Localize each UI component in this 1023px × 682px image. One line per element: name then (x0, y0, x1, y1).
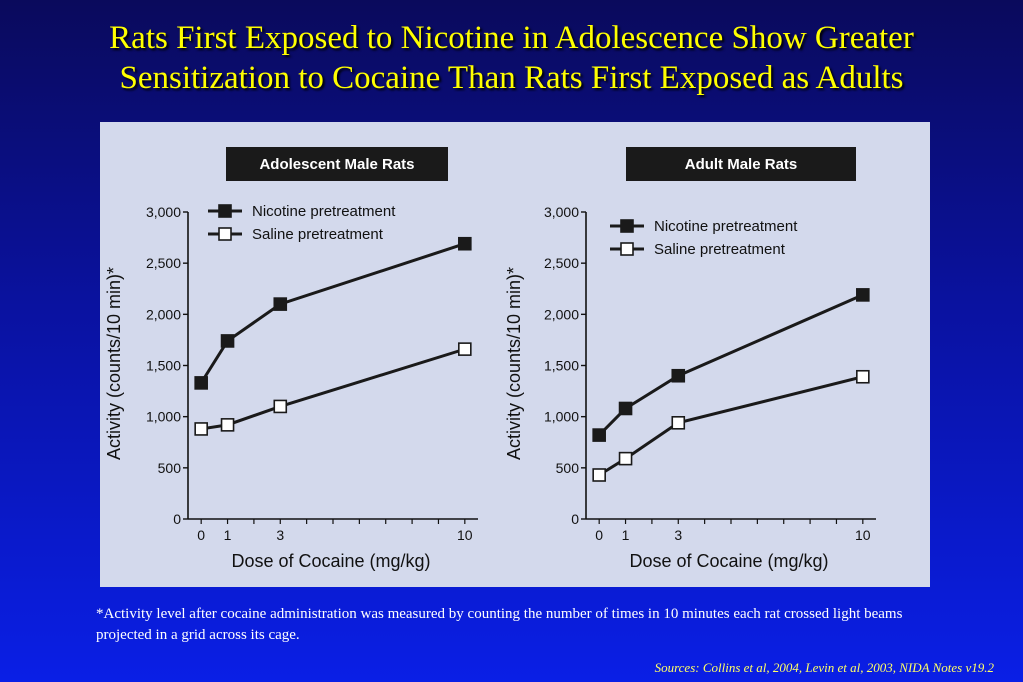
y-tick-label: 2,000 (544, 306, 579, 322)
chart-title: Adolescent Male Rats (259, 156, 414, 173)
data-point-saline (671, 416, 686, 430)
chart-title: Adult Male Rats (685, 156, 798, 173)
data-point-saline (618, 451, 633, 466)
slide-title: Rats First Exposed to Nicotine in Adoles… (0, 18, 1023, 98)
sources-citation: Sources: Collins et al, 2004, Levin et a… (654, 660, 994, 675)
charts-svg: Adolescent Male Rats 0 500 1,000 1,500 2,000 2… (104, 147, 876, 571)
legend-marker (218, 227, 232, 241)
y-tick-label: 3,000 (544, 204, 579, 220)
data-point-saline (458, 342, 472, 356)
data-point-nicotine (856, 288, 870, 302)
legend-label: Saline pretreatment (654, 241, 786, 258)
data-point-saline (592, 468, 606, 482)
chart-panel: Adolescent Male Rats 0 500 1,000 1,500 2,000 2… (100, 122, 930, 587)
y-tick-label: 3,000 (146, 204, 181, 220)
y-tick-label: 1,500 (544, 358, 579, 374)
y-tick-label: 2,500 (146, 255, 181, 271)
y-tick-label: 500 (158, 460, 182, 476)
legend-label: Saline pretreatment (252, 226, 384, 243)
data-point-saline (220, 418, 235, 432)
data-point-nicotine (618, 401, 633, 416)
legend-marker (620, 219, 634, 233)
slide-title-line-1: Rats First Exposed to Nicotine in Adoles… (109, 20, 914, 56)
y-tick-label: 0 (173, 511, 181, 527)
footnote: *Activity level after cocaine administra… (96, 606, 903, 643)
series-line-nicotine (598, 293, 864, 437)
legend-label: Nicotine pretreatment (252, 203, 396, 220)
y-tick-label: 2,500 (544, 255, 579, 271)
series-line-saline (200, 347, 466, 431)
series-line-nicotine (199, 242, 466, 384)
data-point-nicotine (273, 297, 288, 311)
legend-marker (218, 204, 232, 218)
legend-marker (620, 242, 634, 256)
data-point-nicotine (671, 368, 686, 383)
legend-label: Nicotine pretreatment (654, 218, 798, 235)
x-tick-label: 10 (855, 527, 871, 543)
x-tick-label: 0 (197, 527, 205, 543)
x-tick-label: 10 (457, 527, 473, 543)
data-point-saline (273, 399, 288, 414)
data-point-nicotine (458, 236, 472, 251)
data-point-nicotine (194, 376, 208, 390)
data-point-nicotine (592, 428, 606, 442)
y-tick-label: 1,000 (146, 409, 181, 425)
y-axis-label: Activity (counts/10 min)* (104, 267, 124, 460)
x-tick-label: 1 (622, 527, 630, 543)
chart-adult: Adult Male Rats 0 500 1,000 1,500 2,000 2,500 3… (504, 147, 876, 571)
x-tick-label: 1 (224, 527, 232, 543)
y-tick-label: 1,000 (544, 409, 579, 425)
y-axis-label: Activity (counts/10 min)* (504, 267, 524, 460)
chart-adolescent: Adolescent Male Rats 0 500 1,000 1,500 2,000 2… (104, 147, 478, 571)
chart-title-box (226, 147, 448, 181)
x-axis-label: Dose of Cocaine (mg/kg) (231, 551, 430, 571)
chart-title-box (626, 147, 856, 181)
y-tick-label: 0 (571, 511, 579, 527)
y-tick-label: 2,000 (146, 306, 181, 322)
data-point-nicotine (220, 334, 235, 348)
x-tick-label: 0 (595, 527, 603, 543)
y-tick-label: 1,500 (146, 358, 181, 374)
series-line-saline (598, 375, 864, 477)
x-tick-label: 3 (674, 527, 682, 543)
y-tick-label: 500 (556, 460, 580, 476)
x-axis-label: Dose of Cocaine (mg/kg) (629, 551, 828, 571)
data-point-saline (856, 369, 870, 384)
data-point-saline (194, 422, 208, 436)
slide-title-line-2: Sensitization to Cocaine Than Rats First… (119, 60, 904, 96)
x-tick-label: 3 (276, 527, 284, 543)
